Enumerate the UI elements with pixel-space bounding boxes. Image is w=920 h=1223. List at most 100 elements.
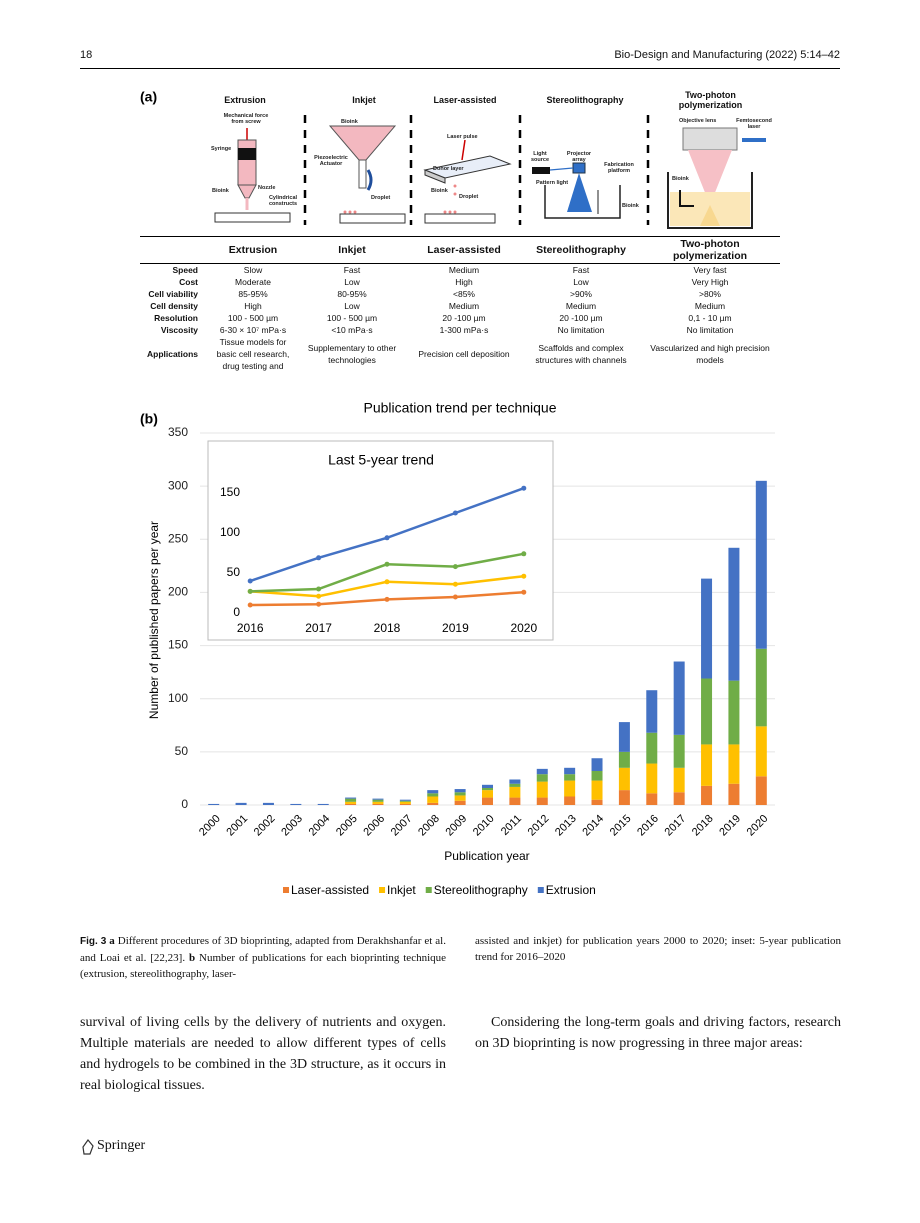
y-tick-label: 350: [168, 425, 188, 439]
x-tick-label: 2006: [361, 813, 387, 839]
bar-segment: [509, 786, 521, 798]
bar-segment: [673, 792, 685, 805]
table-cell: High: [244, 301, 262, 311]
bar-segment: [345, 801, 357, 804]
bar-segment: [345, 797, 357, 799]
body-paragraph: survival of living cells by the delivery…: [80, 1015, 446, 1093]
x-tick-label: 2015: [608, 813, 634, 839]
bar-segment: [427, 796, 439, 803]
bar-segment: [701, 744, 713, 786]
panel-label: (a): [140, 89, 157, 105]
trend-point: [316, 601, 322, 607]
bar-segment: [262, 802, 274, 805]
header-rule: [80, 68, 840, 69]
panel-label: (b): [140, 411, 158, 427]
bar-segment: [454, 789, 466, 793]
table-cell: <85%: [453, 289, 475, 299]
table-row: Cost Moderate Low High Low Very High: [140, 276, 780, 288]
bar-segment: [564, 767, 576, 775]
x-tick-label: 2007: [389, 813, 415, 839]
table-row: Cell viability 85-95% 80-95% <85% >90% >80%: [140, 288, 780, 300]
bar-segment: [728, 744, 740, 784]
y-axis-label: Number of published papers per year: [147, 521, 161, 719]
x-tick-label: 2019: [717, 813, 743, 839]
bar-segment: [399, 803, 411, 805]
table-cell: No limitation: [557, 325, 605, 335]
diagram-label: Nozzle: [258, 185, 276, 191]
caption-left: Fig. 3 a Different procedures of 3D biop…: [80, 933, 446, 982]
bar-segment: [482, 784, 493, 788]
trend-point: [452, 581, 458, 587]
trend-point: [247, 588, 253, 594]
table-cell: 6-30 × 10⁷ mPa·s: [219, 325, 287, 335]
bar-segment: [372, 799, 384, 802]
table-cell: 100 - 500 µm: [326, 313, 378, 323]
bar-segment: [372, 801, 384, 804]
journal-title: Bio-Design and Manufacturing (2022) 5:14…: [614, 49, 840, 61]
bar-segment: [536, 768, 548, 775]
column-header: Laser-assisted: [406, 236, 522, 264]
springer-logo: [82, 1139, 94, 1155]
comparison-table: Extrusion Inkjet Laser-assisted Stereolitho…: [140, 236, 780, 372]
diagram-label: Bioink: [212, 188, 229, 194]
bar-segment: [235, 802, 247, 805]
table-cell: Fast: [343, 265, 361, 275]
bar-segment: [728, 783, 740, 805]
row-label: Speed: [172, 265, 198, 275]
legend-swatch: [425, 887, 432, 893]
legend-swatch: [537, 887, 544, 893]
bar-segment: [509, 783, 521, 787]
bar-segment: [591, 780, 603, 800]
table-cell: Moderate: [235, 277, 271, 287]
diagram-label: Bioink: [672, 176, 689, 182]
table-row: Resolution 100 - 500 µm 100 - 500 µm 20 -10…: [140, 312, 780, 324]
table-cell: 100 - 500 µm: [227, 313, 279, 323]
x-tick-label: 2020: [745, 813, 771, 839]
bar-segment: [509, 779, 521, 784]
diagram-label: Bioink: [341, 119, 358, 125]
table-cell: >90%: [570, 289, 592, 299]
laser-schematic: [423, 139, 512, 224]
table-cell: >80%: [699, 289, 721, 299]
table-row: Cell density High Low Medium Medium Medium: [140, 300, 780, 312]
body-paragraph: Considering the long-term goals and driv…: [475, 1015, 841, 1051]
y-tick-label: 300: [168, 478, 188, 492]
trend-point: [452, 510, 458, 516]
column-header: Inkjet: [298, 236, 406, 264]
diagram-label: Objective lens: [679, 118, 717, 124]
table-cell: 80-95%: [337, 289, 367, 299]
y-tick-label: 250: [168, 531, 188, 545]
y-tick-label: 150: [220, 485, 240, 499]
bar-segment: [646, 732, 658, 764]
table-cell: Medium: [565, 301, 597, 311]
bar-segment: [591, 758, 603, 771]
bar-segment: [345, 803, 357, 805]
x-tick-label: 2013: [553, 813, 579, 839]
column-header: Extrusion: [208, 236, 298, 264]
diagram-title: Stereolithography: [546, 95, 624, 105]
trend-point: [384, 579, 390, 585]
x-tick-label: 2012: [526, 813, 552, 839]
x-tick-label: 2000: [197, 813, 223, 839]
legend-label: Extrusion: [546, 883, 596, 897]
caption-letter: b: [189, 952, 196, 964]
x-tick-label: 2016: [237, 621, 264, 635]
table-cell: 0,1 - 10 µm: [688, 313, 732, 323]
bar-segment: [345, 798, 357, 802]
x-tick-label: 2017: [663, 813, 689, 839]
bar-segment: [591, 770, 603, 781]
y-tick-label: 100: [168, 691, 188, 705]
bar-segment: [618, 767, 630, 791]
bar-segment: [454, 795, 466, 801]
diagram-label: Projector array: [566, 151, 592, 163]
bar-segment: [673, 767, 685, 793]
bar-segment: [646, 763, 658, 794]
column-header: Stereolithography: [522, 236, 640, 264]
x-axis-label: Publication year: [444, 849, 529, 863]
bar-segment: [564, 774, 576, 781]
x-tick-label: 2002: [252, 813, 278, 839]
bar-segment: [454, 800, 466, 805]
y-tick-label: 50: [227, 565, 241, 579]
bar-segment: [536, 781, 548, 798]
